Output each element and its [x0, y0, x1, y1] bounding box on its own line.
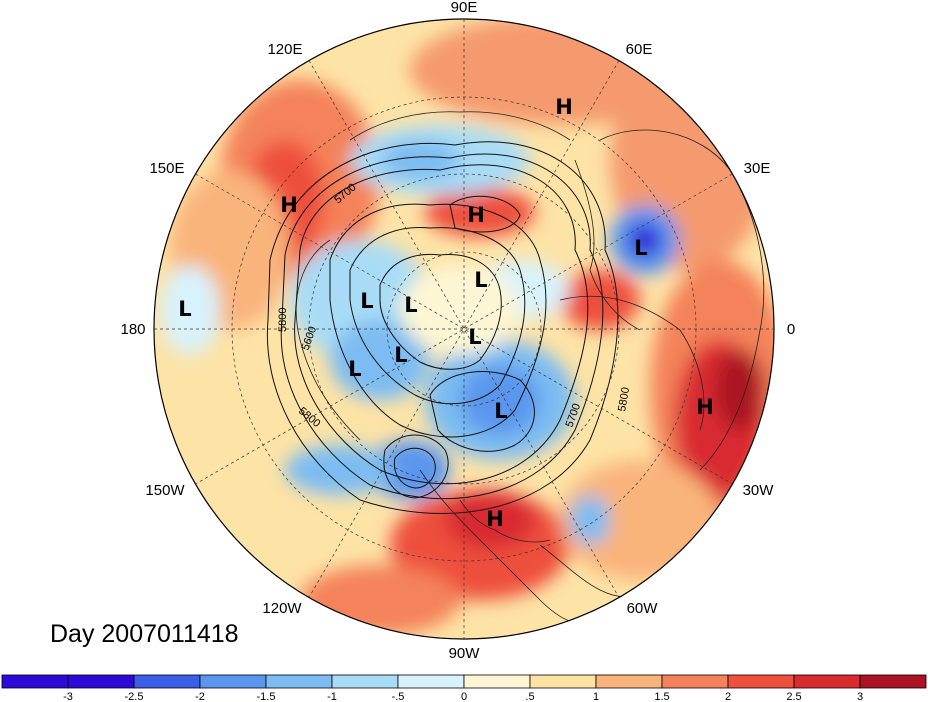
colorbar-tick-label: -1 — [327, 691, 337, 702]
colorbar-tick-label: -1.5 — [257, 691, 276, 702]
high-marker: H — [486, 507, 504, 531]
low-marker: L — [474, 268, 487, 292]
lon-label-150w: 150W — [145, 482, 185, 499]
low-marker: L — [348, 357, 361, 381]
contour-label: 5800 — [277, 308, 289, 332]
pressure-centers: H H H H H L L L L L L L L L — [178, 95, 713, 531]
longitude-labels: 90E 60E 30E 0 30W 60W 90W 120W 150W 180 … — [120, 0, 795, 662]
graticule — [154, 19, 774, 639]
colorbar-tick-label: 3 — [857, 691, 863, 702]
colorbar-box — [595, 674, 663, 689]
lon-label-30e: 30E — [744, 160, 771, 177]
colorbar-tick-label: 1 — [593, 691, 599, 702]
low-marker: L — [178, 297, 191, 321]
colorbar-box — [1, 674, 69, 689]
low-marker: L — [634, 236, 647, 260]
colorbar-tick-label: 1.5 — [654, 691, 669, 702]
colorbar-tick-label: 2.5 — [786, 691, 801, 702]
lon-label-150e: 150E — [149, 160, 184, 177]
colorbar: -3 -2.5 -2 -1.5 -1 -.5 0 .5 1 1.5 2 2.5 3 — [1, 674, 927, 702]
lon-label-30w: 30W — [743, 482, 775, 499]
contour-label: 5800 — [616, 386, 632, 412]
colorbar-box — [199, 674, 267, 689]
lon-label-120w: 120W — [262, 600, 302, 617]
colorbar-tick-label: .5 — [525, 691, 534, 702]
high-marker: H — [467, 203, 485, 227]
colorbar-box — [661, 674, 729, 689]
page-title: Day 2007011418 — [50, 620, 239, 648]
colorbar-tick-label: 2 — [725, 691, 731, 702]
lon-label-120e: 120E — [267, 41, 302, 58]
colorbar-tick-label: -.5 — [392, 691, 405, 702]
high-marker: H — [280, 193, 298, 217]
low-marker: L — [494, 399, 507, 423]
colorbar-box — [397, 674, 465, 689]
colorbar-tick-label: -3 — [63, 691, 73, 702]
colorbar-box — [331, 674, 399, 689]
low-marker: L — [360, 289, 373, 313]
lon-label-90w: 90W — [449, 645, 481, 662]
colorbar-tick-label: -2 — [195, 691, 205, 702]
height-contours — [266, 141, 619, 514]
coastlines — [295, 111, 765, 625]
colorbar-box — [265, 674, 333, 689]
colorbar-box — [463, 674, 531, 689]
high-marker: H — [555, 95, 573, 119]
colorbar-box — [529, 674, 597, 689]
colorbar-box — [133, 674, 201, 689]
lon-label-60e: 60E — [626, 41, 653, 58]
colorbar-box — [727, 674, 795, 689]
lon-label-180: 180 — [120, 321, 145, 338]
lon-label-60w: 60W — [627, 600, 659, 617]
lon-label-90e: 90E — [451, 0, 478, 16]
colorbar-box — [67, 674, 135, 689]
colorbar-tick-label: -2.5 — [125, 691, 144, 702]
low-marker: L — [394, 343, 407, 367]
colorbar-box — [793, 674, 861, 689]
high-marker: H — [696, 395, 714, 419]
lon-label-0: 0 — [787, 321, 795, 338]
low-marker: L — [404, 293, 417, 317]
colorbar-box — [859, 674, 927, 689]
low-marker: L — [468, 325, 481, 349]
colorbar-tick-label: 0 — [461, 691, 467, 702]
